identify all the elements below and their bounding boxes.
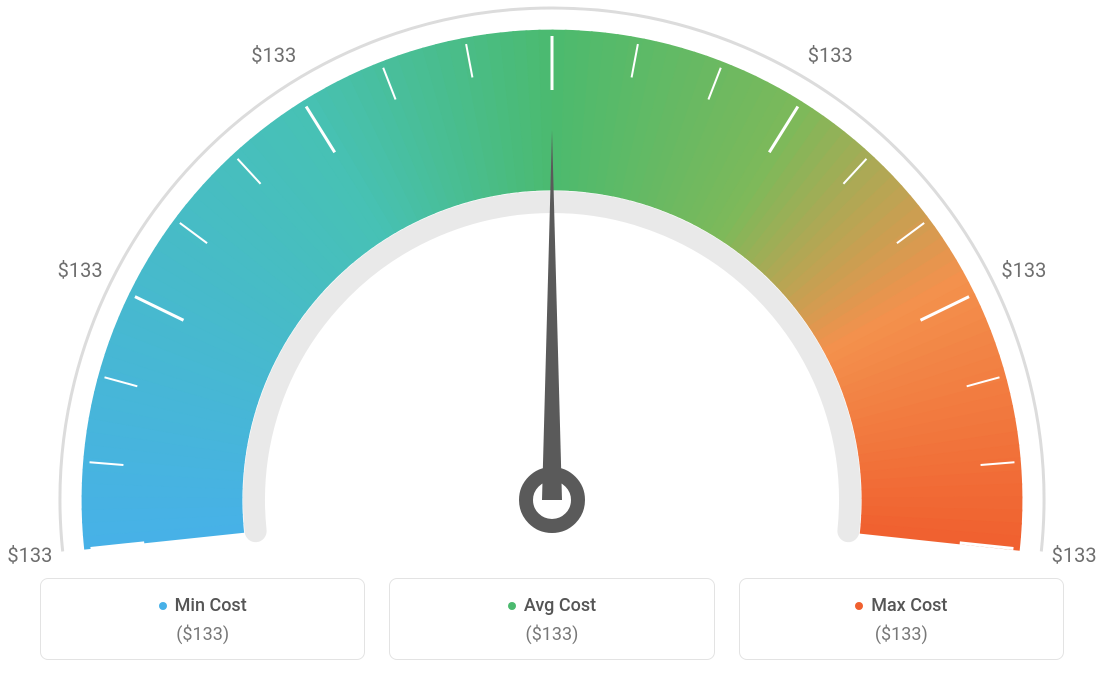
legend-max-value: ($133) <box>750 624 1053 645</box>
gauge-tick-label: $133 <box>7 543 52 567</box>
gauge-tick-label: $133 <box>251 43 296 67</box>
gauge-svg <box>0 0 1104 560</box>
gauge-tick-label: $133 <box>1001 258 1046 282</box>
gauge-chart: $133$133$133$133$133$133$133 <box>0 0 1104 560</box>
gauge-tick-label: $133 <box>808 43 853 67</box>
gauge-tick-label: $133 <box>1052 543 1097 567</box>
legend-min-value: ($133) <box>51 624 354 645</box>
legend-card-avg: Avg Cost ($133) <box>389 578 714 661</box>
legend-row: Min Cost ($133) Avg Cost ($133) Max Cost… <box>40 578 1064 661</box>
chart-container: $133$133$133$133$133$133$133 Min Cost ($… <box>0 0 1104 690</box>
legend-card-min: Min Cost ($133) <box>40 578 365 661</box>
legend-max-text: Max Cost <box>871 595 947 616</box>
legend-card-max: Max Cost ($133) <box>739 578 1064 661</box>
gauge-tick-label: $133 <box>58 258 103 282</box>
legend-avg-text: Avg Cost <box>524 595 596 616</box>
legend-avg-value: ($133) <box>400 624 703 645</box>
legend-min-label: Min Cost <box>159 595 247 616</box>
legend-max-label: Max Cost <box>855 595 947 616</box>
legend-min-text: Min Cost <box>175 595 247 616</box>
legend-avg-label: Avg Cost <box>508 595 596 616</box>
